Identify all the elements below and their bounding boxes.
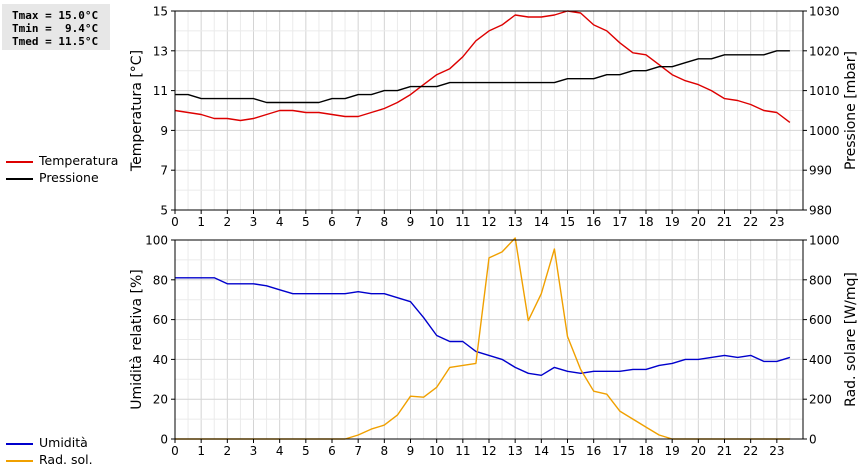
y-right-tick-label: 400: [809, 353, 832, 367]
y-right-tick-label: 0: [809, 433, 817, 447]
x-tick-label: 4: [276, 444, 284, 458]
x-tick-label: 7: [354, 215, 362, 229]
y-tick-label: 13: [153, 44, 168, 58]
y-right-tick-label: 200: [809, 393, 832, 407]
legend-label: Temperatura: [39, 153, 119, 168]
y-right-tick-label: 1030: [809, 5, 840, 19]
y-tick-label: 80: [153, 273, 168, 287]
x-tick-label: 3: [250, 215, 258, 229]
y-right-tick-label: 990: [809, 164, 832, 178]
y-tick-label: 9: [160, 124, 168, 138]
y-tick-label: 7: [160, 164, 168, 178]
x-tick-label: 12: [481, 215, 496, 229]
series-line: [175, 237, 790, 440]
x-tick-label: 0: [171, 444, 179, 458]
y-tick-label: 5: [160, 204, 168, 218]
x-tick-label: 19: [665, 444, 680, 458]
y-tick-label: 15: [153, 5, 168, 19]
y-tick-label: 40: [153, 353, 168, 367]
top-panel: 0 1 2 3 4 5 6 7 8 9 10 11 12 13 14 15 16 17 18 19 20 21 22 2357…: [129, 5, 859, 230]
pressure-swatch: [6, 178, 33, 180]
x-tick-label: 23: [769, 444, 784, 458]
y-right-tick-label: 1010: [809, 84, 840, 98]
x-tick-label: 22: [743, 215, 758, 229]
x-tick-label: 21: [717, 444, 732, 458]
stats-box: Tmax = 15.0°C Tmin = 9.4°C Tmed = 11.5°C: [2, 4, 110, 50]
x-tick-label: 15: [560, 215, 575, 229]
x-tick-label: 18: [638, 444, 653, 458]
legend-label: Umidità: [39, 435, 88, 450]
x-tick-label: 21: [717, 215, 732, 229]
y-tick-label: 100: [145, 234, 168, 248]
x-tick-label: 13: [508, 215, 523, 229]
x-tick-label: 9: [407, 215, 415, 229]
x-tick-label: 20: [691, 215, 706, 229]
y-tick-label: 60: [153, 313, 168, 327]
x-tick-label: 12: [481, 444, 496, 458]
y-right-tick-label: 1000: [809, 234, 840, 248]
x-tick-label: 4: [276, 215, 284, 229]
x-tick-label: 14: [534, 444, 549, 458]
x-tick-label: 11: [455, 215, 470, 229]
radiation-swatch: [6, 460, 33, 462]
x-tick-label: 13: [508, 444, 523, 458]
legend-label: Pressione: [39, 170, 99, 185]
x-tick-label: 9: [407, 444, 415, 458]
y-right-tick-label: 980: [809, 204, 832, 218]
x-tick-label: 8: [381, 215, 389, 229]
x-tick-label: 6: [328, 215, 336, 229]
x-tick-label: 14: [534, 215, 549, 229]
y-right-tick-label: 1000: [809, 124, 840, 138]
y-tick-label: 0: [160, 433, 168, 447]
tmin-text: Tmin = 9.4°C: [12, 22, 99, 35]
x-tick-label: 16: [586, 215, 601, 229]
x-tick-label: 15: [560, 444, 575, 458]
x-tick-label: 20: [691, 444, 706, 458]
humidity-swatch: [6, 443, 33, 445]
y-axis-title-right: Rad. solare [W/mq]: [843, 272, 859, 407]
x-tick-label: 1: [197, 444, 205, 458]
x-tick-label: 2: [224, 444, 232, 458]
bottom-panel: 0 1 2 3 4 5 6 7 8 9 10 11 12 13 14 15 16 17 18 19 20 21 22 2302…: [129, 234, 859, 459]
x-tick-label: 7: [354, 444, 362, 458]
series-line: [175, 277, 791, 376]
x-tick-label: 22: [743, 444, 758, 458]
x-tick-label: 5: [302, 444, 310, 458]
x-tick-label: 10: [429, 215, 444, 229]
y-axis-title: Temperatura [°C]: [129, 50, 145, 172]
x-tick-label: 8: [381, 444, 389, 458]
y-axis-title-right: Pressione [mbar]: [843, 51, 859, 170]
x-tick-label: 23: [769, 215, 784, 229]
y-tick-label: 20: [153, 393, 168, 407]
x-tick-label: 17: [612, 215, 627, 229]
x-tick-label: 16: [586, 444, 601, 458]
tmed-text: Tmed = 11.5°C: [12, 35, 99, 48]
x-tick-label: 17: [612, 444, 627, 458]
x-tick-label: 18: [638, 215, 653, 229]
x-tick-label: 11: [455, 444, 470, 458]
y-axis-title: Umidità relativa [%]: [129, 269, 145, 410]
temperature-swatch: [6, 161, 33, 163]
series-line: [175, 50, 790, 104]
y-right-tick-label: 800: [809, 273, 832, 287]
y-tick-label: 11: [153, 84, 168, 98]
x-tick-label: 5: [302, 215, 310, 229]
x-tick-label: 0: [171, 215, 179, 229]
y-right-tick-label: 1020: [809, 44, 840, 58]
y-right-tick-label: 600: [809, 313, 832, 327]
series-line: [174, 10, 791, 123]
x-tick-label: 6: [328, 444, 336, 458]
x-tick-label: 1: [197, 215, 205, 229]
x-tick-label: 10: [429, 444, 444, 458]
x-tick-label: 19: [665, 215, 680, 229]
tmax-text: Tmax = 15.0°C: [12, 9, 99, 22]
x-tick-label: 3: [250, 444, 258, 458]
x-tick-label: 2: [224, 215, 232, 229]
